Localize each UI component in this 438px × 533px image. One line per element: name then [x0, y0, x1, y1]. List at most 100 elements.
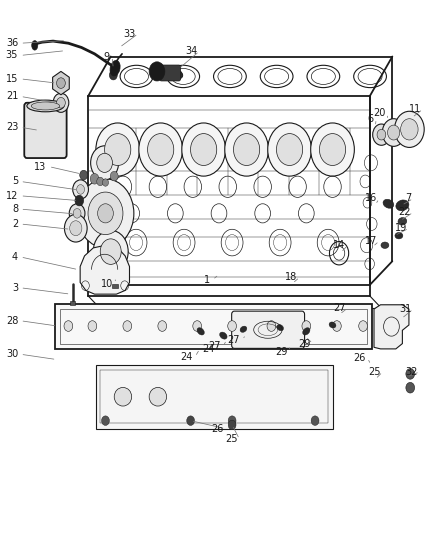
Text: 1: 1: [204, 275, 210, 285]
Circle shape: [91, 146, 119, 180]
Ellipse shape: [383, 199, 394, 208]
Circle shape: [98, 204, 113, 223]
Text: 19: 19: [395, 223, 407, 233]
Circle shape: [276, 134, 303, 165]
Circle shape: [102, 416, 110, 425]
Circle shape: [319, 134, 346, 165]
Ellipse shape: [114, 387, 132, 406]
Circle shape: [90, 173, 99, 184]
Circle shape: [77, 179, 134, 248]
Circle shape: [359, 321, 367, 332]
Text: 16: 16: [365, 193, 377, 204]
FancyBboxPatch shape: [159, 65, 180, 81]
Circle shape: [100, 239, 121, 264]
Text: 27: 27: [333, 303, 346, 313]
Text: 2: 2: [12, 219, 18, 229]
Circle shape: [73, 180, 88, 199]
Text: 15: 15: [6, 74, 18, 84]
Text: 30: 30: [6, 349, 18, 359]
Circle shape: [97, 154, 113, 172]
Ellipse shape: [110, 60, 120, 76]
Text: 13: 13: [34, 161, 46, 172]
Circle shape: [77, 184, 85, 194]
Circle shape: [88, 192, 123, 235]
Circle shape: [302, 321, 311, 332]
Ellipse shape: [277, 325, 283, 331]
Text: 3: 3: [12, 283, 18, 293]
Circle shape: [311, 416, 319, 425]
Circle shape: [182, 123, 226, 176]
Polygon shape: [374, 305, 409, 349]
Text: 27: 27: [227, 335, 240, 345]
FancyBboxPatch shape: [232, 311, 304, 349]
Text: 6: 6: [368, 114, 374, 124]
Polygon shape: [55, 304, 372, 349]
Circle shape: [225, 123, 268, 176]
Text: 25: 25: [368, 367, 381, 377]
Ellipse shape: [32, 41, 38, 50]
Text: 11: 11: [409, 104, 421, 114]
Circle shape: [228, 321, 237, 332]
Circle shape: [406, 382, 415, 393]
Circle shape: [80, 170, 88, 180]
Ellipse shape: [303, 328, 310, 335]
Text: 29: 29: [276, 346, 288, 357]
Circle shape: [193, 321, 201, 332]
Text: 28: 28: [6, 316, 18, 326]
Text: 22: 22: [399, 207, 411, 217]
Text: 4: 4: [12, 252, 18, 262]
Circle shape: [64, 321, 73, 332]
Text: 25: 25: [225, 434, 237, 445]
Circle shape: [97, 177, 104, 185]
Text: 27: 27: [208, 341, 221, 351]
Circle shape: [401, 119, 418, 140]
Circle shape: [110, 70, 117, 80]
Circle shape: [149, 62, 165, 81]
Circle shape: [388, 125, 400, 140]
Circle shape: [96, 123, 140, 176]
Text: 10: 10: [101, 279, 113, 288]
Circle shape: [69, 204, 85, 223]
Text: 18: 18: [285, 272, 297, 282]
Circle shape: [228, 420, 236, 430]
Bar: [113, 284, 118, 288]
Circle shape: [73, 208, 81, 218]
Text: 7: 7: [405, 193, 411, 204]
Circle shape: [57, 98, 65, 108]
Text: 5: 5: [12, 176, 18, 187]
Circle shape: [311, 123, 354, 176]
Text: 29: 29: [298, 338, 311, 349]
Circle shape: [64, 214, 87, 242]
Circle shape: [187, 416, 194, 425]
Ellipse shape: [329, 322, 336, 328]
Circle shape: [148, 134, 174, 165]
Text: 8: 8: [12, 204, 18, 214]
Text: 26: 26: [353, 353, 365, 363]
Text: 36: 36: [6, 38, 18, 48]
Circle shape: [53, 93, 69, 112]
Circle shape: [395, 111, 424, 148]
Text: 24: 24: [202, 344, 215, 354]
Text: 9: 9: [104, 52, 110, 61]
Circle shape: [110, 171, 118, 181]
Text: 26: 26: [211, 424, 223, 434]
Text: 33: 33: [124, 29, 136, 39]
Text: 21: 21: [6, 91, 18, 101]
Circle shape: [332, 321, 341, 332]
Circle shape: [406, 368, 415, 379]
Circle shape: [373, 124, 390, 146]
Text: 35: 35: [6, 51, 18, 60]
Circle shape: [105, 134, 131, 165]
Bar: [70, 301, 75, 305]
Circle shape: [88, 321, 97, 332]
Ellipse shape: [27, 100, 64, 112]
Text: 17: 17: [365, 236, 377, 246]
Circle shape: [70, 221, 82, 236]
Circle shape: [139, 123, 183, 176]
Circle shape: [158, 321, 166, 332]
Text: 12: 12: [6, 191, 18, 201]
Text: 20: 20: [374, 108, 386, 118]
Ellipse shape: [197, 328, 204, 335]
Text: 14: 14: [333, 240, 346, 250]
Circle shape: [57, 78, 65, 88]
